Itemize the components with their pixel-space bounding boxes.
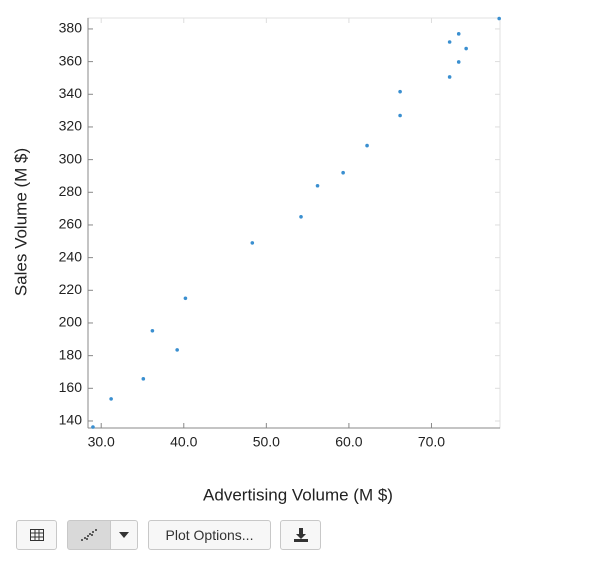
point	[447, 40, 452, 44]
plot-options-button[interactable]: Plot Options...	[148, 520, 271, 550]
point	[497, 16, 501, 21]
point	[183, 296, 188, 301]
y-tick-label: 160	[59, 379, 83, 395]
x-tick-label: 70.0	[418, 434, 445, 450]
dropdown-button[interactable]	[110, 520, 138, 550]
scatter-button[interactable]	[67, 520, 111, 550]
y-tick-label: 300	[59, 150, 83, 166]
y-tick-label: 220	[59, 281, 83, 297]
point	[456, 32, 461, 36]
point	[175, 348, 179, 352]
download-button[interactable]	[280, 520, 321, 550]
download-icon	[293, 528, 308, 542]
y-tick-label: 320	[59, 118, 83, 134]
table-icon	[29, 529, 44, 541]
x-tick-label: 60.0	[335, 434, 362, 450]
table-button[interactable]	[16, 520, 57, 550]
point	[91, 425, 95, 429]
y-tick-label: 260	[59, 216, 83, 232]
y-tick-label: 280	[59, 183, 83, 199]
y-tick-label: 380	[59, 20, 83, 36]
point	[447, 75, 452, 79]
y-tick-label: 140	[59, 412, 83, 428]
x-tick-label: 50.0	[253, 434, 280, 450]
y-tick-label: 200	[59, 314, 83, 330]
point	[365, 143, 369, 148]
plot-frame	[87, 17, 501, 429]
y-tick-label: 340	[59, 85, 83, 101]
point	[109, 397, 113, 401]
point	[299, 214, 303, 219]
point	[398, 113, 402, 118]
x-tick-label: 40.0	[170, 434, 197, 450]
y-tick-label: 180	[59, 346, 83, 362]
point	[341, 170, 345, 175]
y-tick-label: 360	[59, 52, 83, 68]
caret-icon	[119, 532, 129, 538]
point	[150, 329, 155, 333]
point	[464, 46, 468, 51]
y-axis-title: Sales Volume (M $)	[11, 148, 30, 296]
y-tick-label: 240	[59, 248, 83, 264]
chart: Sales Volume (M $) Advertising Volume (M…	[11, 16, 501, 504]
point	[141, 377, 146, 381]
point	[315, 183, 320, 188]
x-tick-label: 30.0	[88, 434, 115, 450]
point	[456, 60, 461, 64]
point	[398, 89, 402, 94]
x-axis-title: Advertising Volume (M $)	[203, 485, 393, 504]
scatter-icon	[81, 529, 97, 541]
point	[250, 241, 255, 245]
